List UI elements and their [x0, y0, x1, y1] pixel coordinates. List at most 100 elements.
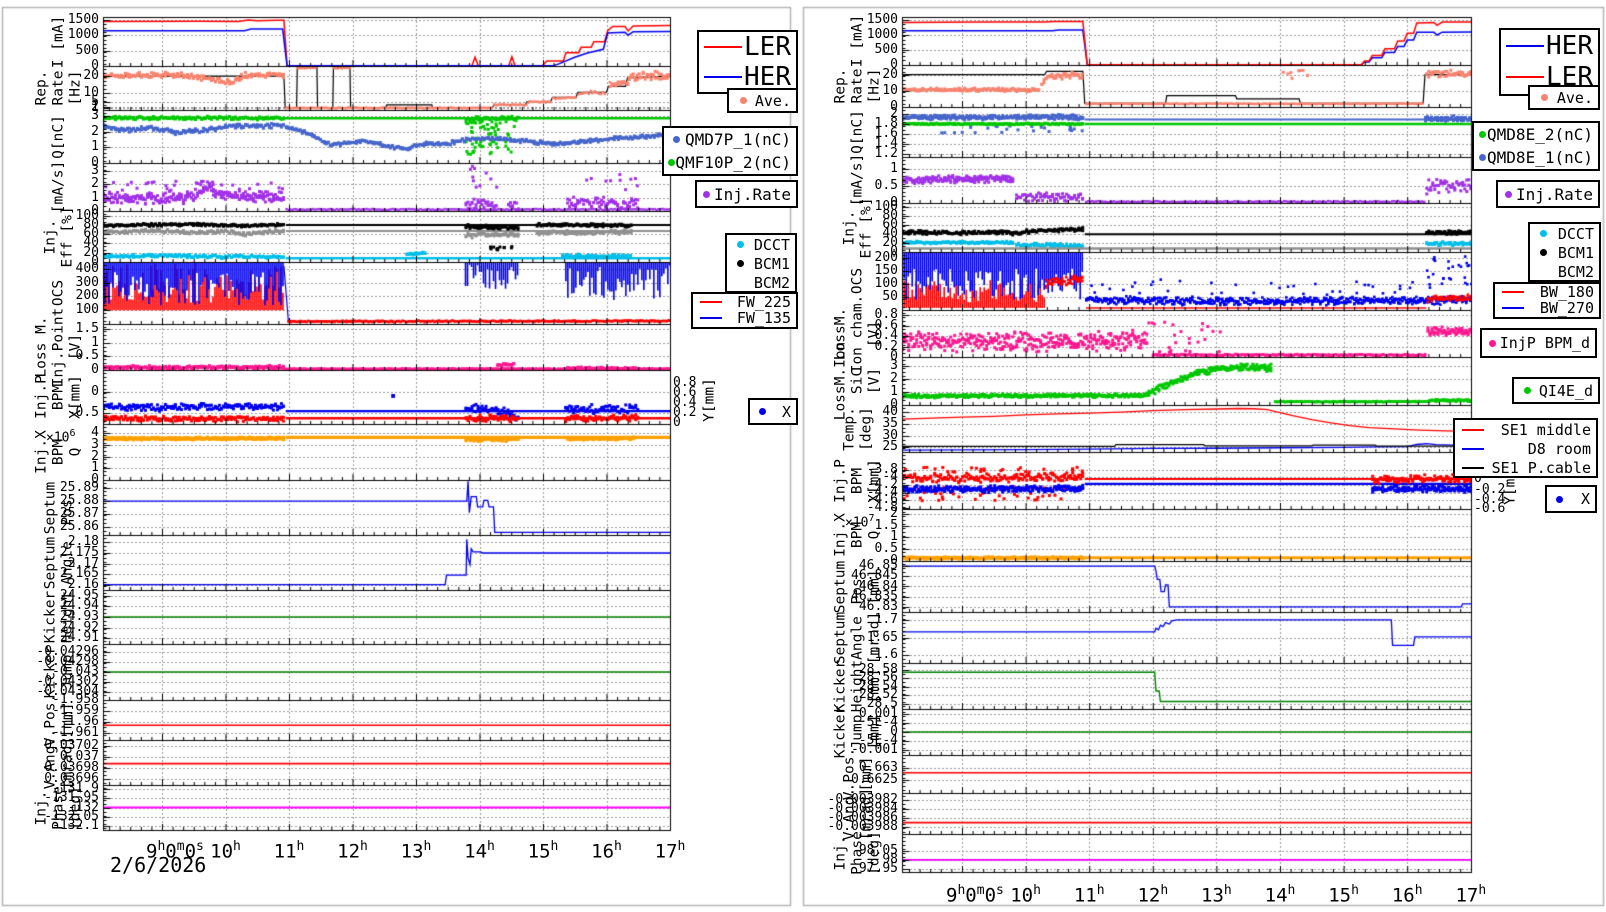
- legend-entry: Ave.: [729, 90, 796, 111]
- legend-entry: FW_225: [693, 293, 796, 311]
- row-axis-label: BPM: [849, 521, 866, 549]
- y-tick-label: -132: [67, 799, 99, 815]
- y-tick-label: 25.88: [59, 493, 99, 509]
- y-tick-label: -0.5: [67, 405, 99, 421]
- y-tick-label: 1: [91, 189, 99, 205]
- y-tick-label: 0.5: [75, 348, 99, 364]
- y-tick-label: 46.835: [851, 588, 898, 604]
- legend-line-marker: [702, 46, 744, 48]
- row-axis-label: [mm]: [866, 668, 883, 704]
- y-tick-label: -4.4: [866, 484, 898, 500]
- legend-label: BW_270: [1539, 299, 1594, 317]
- y-tick-label: -0.043: [52, 664, 99, 679]
- row-axis-label: Eff [%]: [858, 196, 874, 259]
- y-tick-label: -0.001: [851, 742, 898, 758]
- y-tick-label: 98: [882, 851, 898, 867]
- row-axis-label: Rep.: [33, 70, 50, 106]
- y-tick-label: 24.93: [59, 609, 99, 624]
- legend-label: X: [781, 402, 791, 421]
- legend-label: BCM1: [1557, 243, 1594, 262]
- legend-entry: BCM1: [1530, 243, 1599, 262]
- y-tick-label: 0.5: [874, 177, 898, 193]
- legend-line-marker: [1458, 428, 1488, 431]
- y-tick-label: 1: [91, 460, 99, 476]
- legend-charge-monitors: QMD7P_1(nC) QMF10P_2(nC): [662, 126, 798, 176]
- legend-dot-marker: [1477, 154, 1487, 161]
- y-tick-label: 40: [882, 404, 898, 420]
- y-tick-label: 1.65: [866, 629, 898, 645]
- row-axis-label: [mm]: [59, 702, 75, 738]
- legend-label: QMD7P_1(nC): [685, 130, 791, 149]
- row-axis-label: BPM: [50, 383, 67, 411]
- row-axis-label: Inj.: [33, 790, 50, 825]
- row-axis-label: Inj.X: [33, 430, 50, 474]
- row-axis-label: [mrad]: [866, 611, 883, 664]
- legend-dot-marker: [1533, 249, 1553, 256]
- y-tick-label: 0: [890, 724, 898, 739]
- y-tick-label: 46.845: [851, 568, 898, 584]
- row-axis-label: [deg]: [866, 831, 883, 875]
- legend-label: HER: [744, 62, 791, 92]
- x-axis-label: 13h: [400, 839, 432, 863]
- legend-dot-marker: [1477, 131, 1487, 138]
- legend-entry: SE1 middle: [1455, 420, 1596, 439]
- y-tick-label: 28.56: [858, 670, 898, 686]
- y-tick-label: 80: [83, 216, 99, 232]
- legend-bpm-x: X: [1545, 485, 1597, 513]
- legend-entry: LER: [699, 32, 796, 62]
- row-axis-label: Rate: [50, 70, 67, 106]
- legend-line-marker: [1504, 75, 1546, 78]
- y-tick-label: 0.03696: [44, 771, 99, 787]
- x-axis-label: 9h0m0s: [146, 839, 204, 863]
- legend-entry: QI4E_d: [1514, 379, 1598, 402]
- y-tick-label: 1: [91, 334, 99, 350]
- y-tick-label: 2: [91, 176, 99, 192]
- row-axis-label: X[mm]: [866, 458, 883, 503]
- y-tick-label: 80: [882, 208, 898, 224]
- y-tick-label-right: 0: [1474, 471, 1482, 487]
- row-axis-label: [deg]: [67, 785, 84, 830]
- y-tick-label: 20: [882, 235, 898, 251]
- legend-dot-marker: [1533, 230, 1553, 237]
- legend-entry: Inj.Rate: [697, 182, 796, 206]
- legend-ave: Ave.: [727, 88, 798, 113]
- y-tick-label: 0: [890, 553, 898, 568]
- y-tick-label: 1: [91, 139, 99, 155]
- y-tick-label: 0: [91, 472, 99, 487]
- row-axis-label: Angle: [849, 615, 866, 660]
- y-tick-label: 24.94: [59, 598, 99, 614]
- y-tick-label: 2.16: [67, 576, 99, 592]
- y-tick-label: 100: [75, 207, 99, 223]
- x-axis-label: 15h: [527, 839, 559, 863]
- y-tick-label-right: -0.6: [1474, 501, 1506, 516]
- row-axis-label: Eff [%]: [59, 205, 75, 268]
- y-tick-label: 24.91: [59, 630, 99, 646]
- axis-exponent: ×106: [46, 428, 76, 446]
- y-tick-label: 60: [83, 226, 99, 242]
- y-tick-label: 25.89: [59, 480, 99, 496]
- legend-label: FW_225: [736, 293, 791, 311]
- legend-line-marker: [696, 301, 726, 303]
- row-axis-label: Rate: [849, 68, 866, 104]
- row-axis-label: Inj.X: [832, 513, 849, 557]
- row-axis-label: [Hz]: [67, 70, 84, 106]
- x-axis-label: 12h: [337, 839, 368, 863]
- y-tick-label: 98.05: [858, 843, 898, 859]
- row-axis-label: Inj.P: [832, 458, 849, 503]
- legend-line-marker: [1498, 307, 1528, 309]
- y-tick-label: 2: [890, 105, 898, 121]
- y-tick-label: 100: [874, 276, 898, 292]
- legend-efficiency: DCCT BCM1 BCM2: [1528, 222, 1601, 282]
- row-axis-label: Height: [59, 590, 75, 644]
- y-tick-label: 4: [91, 425, 99, 441]
- legend-label: X: [1580, 490, 1590, 508]
- legend-dot-marker: [667, 159, 675, 166]
- y-tick-label: -3.8: [866, 461, 898, 477]
- row-axis-label: I [mA]: [849, 14, 866, 68]
- y-tick-label: 300: [75, 274, 99, 290]
- y-tick-label: 60: [882, 217, 898, 233]
- row-axis-label: Jump: [59, 654, 75, 690]
- y-tick-label: 100: [874, 199, 898, 215]
- right-axis-label: Y[mm]: [701, 377, 718, 422]
